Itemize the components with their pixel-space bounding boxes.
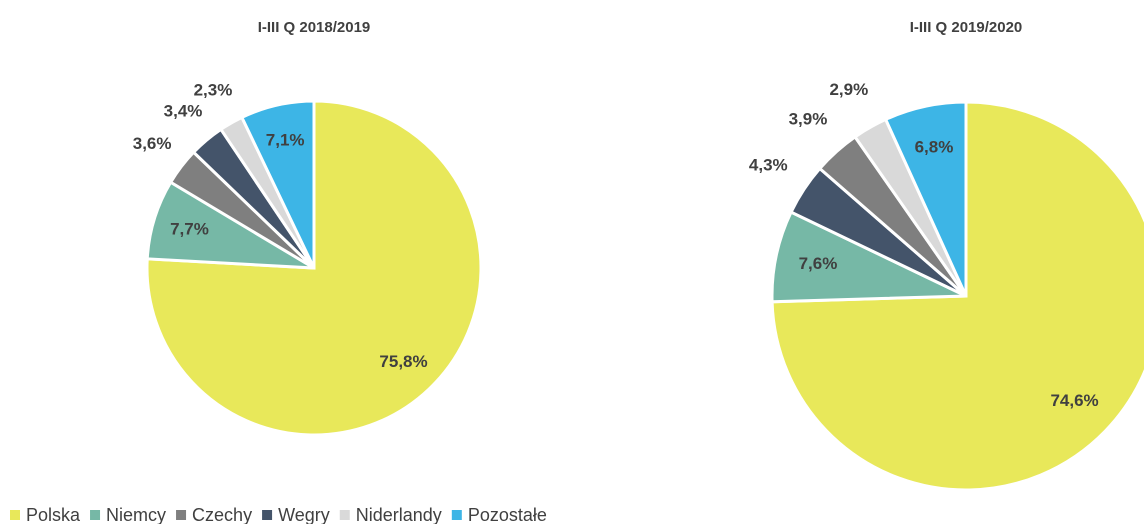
legend-label: Czechy [192, 505, 252, 524]
legend-swatch [10, 510, 20, 520]
legend-swatch [176, 510, 187, 520]
data-label: 75,8% [379, 352, 427, 371]
data-label: 3,6% [133, 134, 172, 153]
pie-slice [145, 99, 483, 437]
pie-slice [883, 100, 968, 297]
data-label: 7,7% [170, 219, 209, 238]
data-label: 7,6% [799, 254, 838, 273]
legend-label: Niderlandy [356, 505, 442, 524]
data-label: 3,4% [164, 101, 203, 120]
legend-swatch [90, 510, 101, 520]
data-label: 2,3% [194, 81, 233, 100]
data-label: 4,3% [749, 155, 788, 174]
legend-label: Pozostałe [468, 505, 547, 524]
data-label: 6,8% [915, 138, 954, 157]
legend-swatch [262, 510, 273, 520]
chart-title: I-III Q 2018/2019 [258, 19, 371, 36]
data-label: 3,9% [789, 109, 828, 128]
chart-title: I-III Q 2019/2020 [910, 19, 1023, 36]
legend-label: Polska [26, 505, 81, 524]
data-label: 7,1% [266, 130, 305, 149]
data-label: 74,6% [1050, 391, 1098, 410]
legend-label: Niemcy [106, 505, 166, 524]
pie-slice [770, 100, 1144, 492]
pie-slice [239, 99, 316, 269]
legend-swatch [451, 510, 462, 520]
data-label: 2,9% [829, 80, 868, 99]
legend-label: Wegry [278, 505, 330, 524]
legend-swatch [339, 510, 350, 520]
